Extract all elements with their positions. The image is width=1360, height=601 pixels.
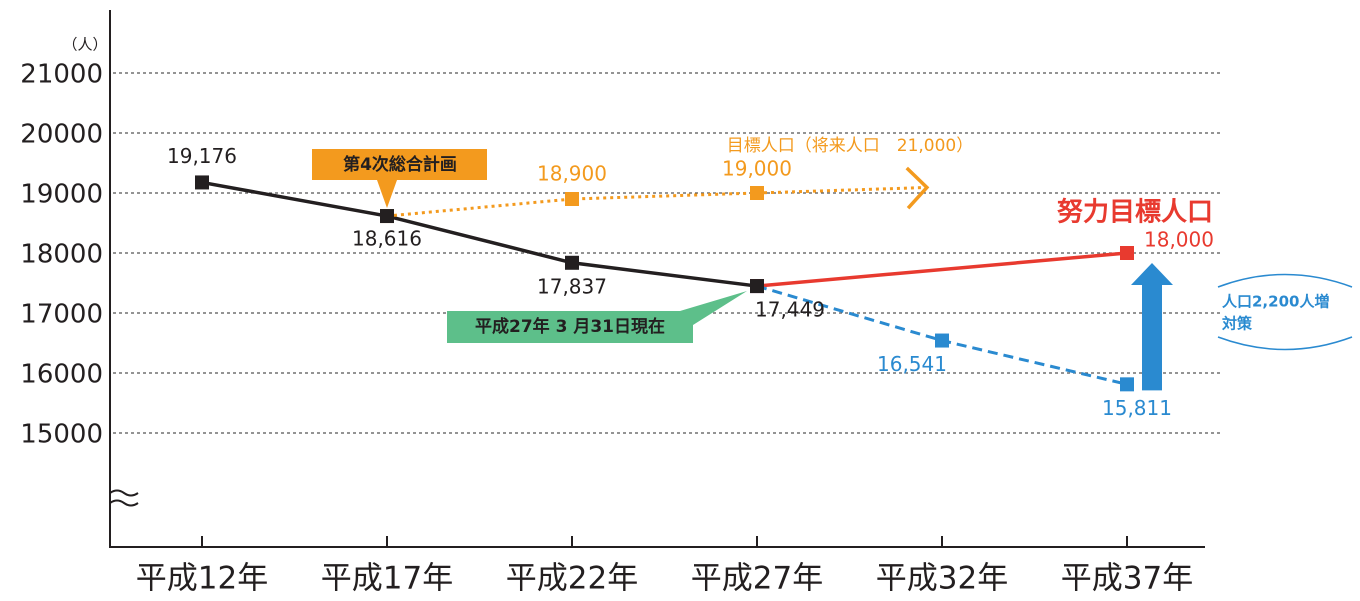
data-point — [935, 333, 949, 348]
increase-arrow — [1131, 263, 1173, 391]
series-line — [386, 191, 758, 218]
callout-box — [312, 149, 487, 209]
x-tick-label: 平成22年 — [506, 561, 638, 597]
series-line — [201, 180, 758, 288]
callout-box — [447, 291, 747, 343]
data-point — [565, 192, 579, 206]
value-label: 19,176 — [167, 144, 237, 168]
value-label: 18,000 — [1144, 228, 1214, 252]
unit-label: （人） — [62, 36, 107, 54]
series-name: 目標人口（将来人口 21,000） — [727, 136, 973, 156]
series-line — [756, 251, 1128, 288]
y-tick-label: 16000 — [20, 360, 103, 390]
y-tick-label: 15000 — [20, 420, 103, 450]
callout-text: 平成27年 3 月31日現在 — [475, 316, 665, 337]
value-label: 18,900 — [537, 162, 607, 186]
value-label: 17,837 — [537, 274, 607, 298]
data-point — [565, 255, 579, 270]
bracket — [1217, 273, 1353, 288]
value-label: 19,000 — [722, 157, 792, 181]
data-point — [1120, 377, 1134, 392]
data-point — [195, 175, 209, 190]
value-label: 16,541 — [877, 352, 947, 376]
increase-text: 人口2,200人増 — [1222, 293, 1329, 311]
value-label: 17,449 — [755, 298, 825, 322]
data-point — [380, 209, 394, 224]
callout-text: 第4次総合計画 — [343, 154, 457, 175]
value-label: 15,811 — [1102, 396, 1172, 420]
y-tick-label: 19000 — [20, 180, 103, 210]
increase-text: 対策 — [1221, 315, 1253, 333]
x-tick-label: 平成37年 — [1061, 561, 1193, 597]
x-tick-label: 平成17年 — [321, 561, 453, 597]
x-tick-label: 平成27年 — [691, 561, 823, 597]
series-arrowhead — [905, 166, 930, 210]
x-tick-label: 平成12年 — [136, 561, 268, 597]
y-tick-label: 21000 — [20, 60, 103, 90]
value-label: 18,616 — [352, 227, 422, 251]
y-tick-label: 17000 — [20, 300, 103, 330]
x-tick-label: 平成32年 — [876, 561, 1008, 597]
bracket — [1217, 336, 1353, 351]
axis-break — [109, 489, 139, 507]
series-name: 努力目標人口 — [1057, 197, 1213, 228]
series-arrow-line — [756, 185, 927, 195]
y-tick-label: 18000 — [20, 240, 103, 270]
y-tick-label: 20000 — [20, 120, 103, 150]
data-point — [1120, 246, 1134, 260]
data-point — [750, 186, 764, 200]
data-point — [750, 279, 764, 294]
